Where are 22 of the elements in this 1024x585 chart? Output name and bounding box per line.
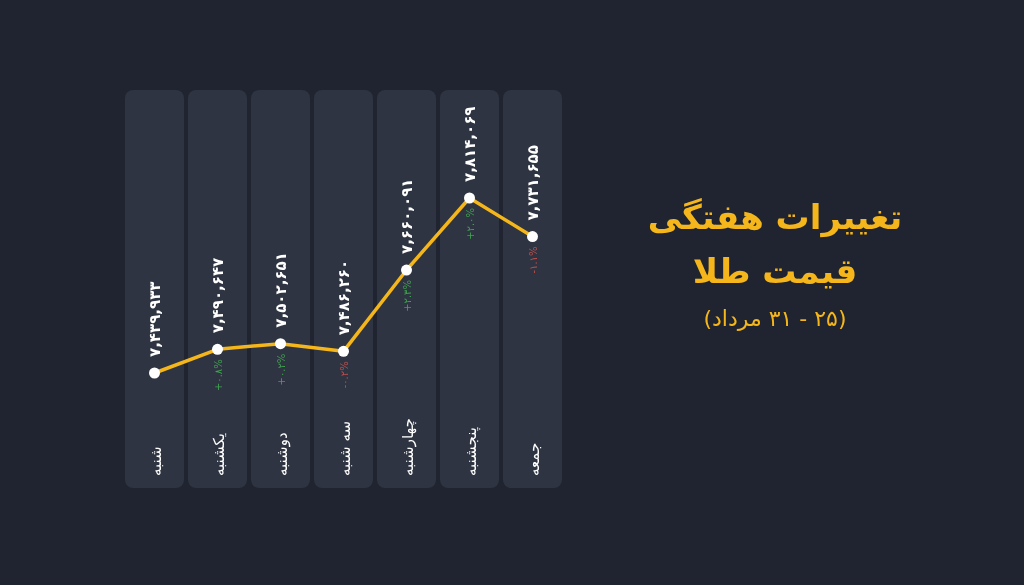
x-tick-label: چهارشنبه bbox=[398, 418, 417, 476]
data-label: ۷,۸۱۴,۰۶۹ bbox=[460, 106, 479, 182]
text: تغییرات هفتگی قیمت طلا bbox=[646, 196, 904, 293]
x-tick-label: دوشنبه bbox=[272, 432, 291, 476]
annotation: +۲.۰% bbox=[464, 208, 476, 240]
annotation: -۱.۱% bbox=[527, 246, 539, 274]
text: (۲۵ - ۳۱ مرداد) bbox=[702, 306, 848, 331]
data-label: ۷,۷۳۱,۶۵۵ bbox=[523, 145, 542, 221]
x-tick-label: پنجشنبه bbox=[461, 427, 481, 476]
x-tick-label: سه شنبه bbox=[335, 420, 354, 476]
x-tick-label: یکشنبه bbox=[209, 433, 228, 476]
annotation: +۰.۲% bbox=[275, 353, 287, 386]
data-label: ۷,۴۸۶,۲۶۰ bbox=[334, 259, 353, 336]
data-label: ۷,۴۳۹,۹۳۳ bbox=[145, 281, 164, 357]
data-label: ۷,۵۰۲,۶۵۱ bbox=[271, 252, 290, 328]
data-label: ۷,۴۹۰,۶۴۷ bbox=[208, 257, 227, 334]
annotation: +۰.۸% bbox=[212, 359, 224, 392]
annotation: -۰.۲% bbox=[338, 361, 350, 389]
x-tick-label: شنبه bbox=[146, 446, 165, 476]
annotation: +۲.۳% bbox=[401, 280, 413, 312]
x-tick-label: جمعه bbox=[524, 442, 543, 476]
data-label: ۷,۶۶۰,۰۹۱ bbox=[397, 178, 416, 255]
